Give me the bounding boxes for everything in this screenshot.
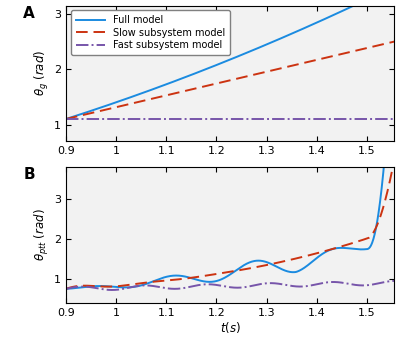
Slow subsystem model [346, 50, 351, 54]
Fast subsystem model [110, 288, 114, 292]
Slow subsystem model [392, 40, 397, 44]
Line: Slow subsystem model: Slow subsystem model [66, 42, 394, 119]
Fast subsystem model [392, 117, 397, 121]
Fast subsystem model [64, 117, 68, 121]
Full model [273, 264, 278, 268]
Slow subsystem model [84, 112, 88, 116]
Fast subsystem model [313, 117, 318, 121]
Full model [254, 47, 259, 51]
Slow subsystem model [273, 261, 278, 265]
Slow subsystem model [254, 72, 259, 76]
Full model [313, 257, 318, 262]
Fast subsystem model [313, 282, 318, 286]
Full model [346, 246, 351, 250]
Slow subsystem model [273, 68, 278, 72]
Y-axis label: $\theta_g$ $(rad)$: $\theta_g$ $(rad)$ [33, 50, 51, 97]
Fast subsystem model [254, 117, 259, 121]
Slow subsystem model [346, 242, 351, 246]
Fast subsystem model [392, 279, 397, 283]
Fast subsystem model [273, 117, 278, 121]
Line: Slow subsystem model: Slow subsystem model [66, 159, 394, 289]
Slow subsystem model [254, 265, 259, 269]
Full model [392, 8, 397, 12]
Fast subsystem model [263, 281, 268, 285]
Fast subsystem model [84, 117, 88, 121]
Line: Full model: Full model [66, 0, 394, 119]
Full model [64, 287, 68, 291]
X-axis label: $t(s)$: $t(s)$ [220, 321, 241, 336]
Fast subsystem model [347, 282, 352, 286]
Slow subsystem model [313, 58, 318, 62]
Full model [84, 110, 88, 115]
Full model [263, 260, 268, 264]
Full model [273, 39, 278, 43]
Fast subsystem model [273, 281, 278, 285]
Text: A: A [23, 5, 35, 20]
Fast subsystem model [64, 287, 68, 291]
Full model [346, 6, 351, 10]
Text: B: B [23, 167, 35, 182]
Line: Full model: Full model [66, 10, 394, 289]
Fast subsystem model [263, 117, 268, 121]
Slow subsystem model [263, 263, 268, 267]
Slow subsystem model [64, 117, 68, 121]
Fast subsystem model [346, 117, 351, 121]
Full model [313, 21, 318, 25]
Full model [263, 43, 268, 47]
Y-axis label: $\theta_{ptt}$ $(rad)$: $\theta_{ptt}$ $(rad)$ [33, 209, 51, 261]
Full model [254, 259, 259, 263]
Legend: Full model, Slow subsystem model, Fast subsystem model: Full model, Slow subsystem model, Fast s… [71, 11, 230, 55]
Slow subsystem model [263, 70, 268, 74]
Slow subsystem model [313, 252, 318, 256]
Line: Fast subsystem model: Fast subsystem model [66, 281, 394, 290]
Full model [64, 117, 68, 121]
Full model [84, 285, 88, 289]
Fast subsystem model [255, 283, 260, 287]
Fast subsystem model [84, 285, 88, 289]
Slow subsystem model [392, 157, 397, 161]
Slow subsystem model [64, 287, 68, 291]
Slow subsystem model [84, 284, 88, 288]
